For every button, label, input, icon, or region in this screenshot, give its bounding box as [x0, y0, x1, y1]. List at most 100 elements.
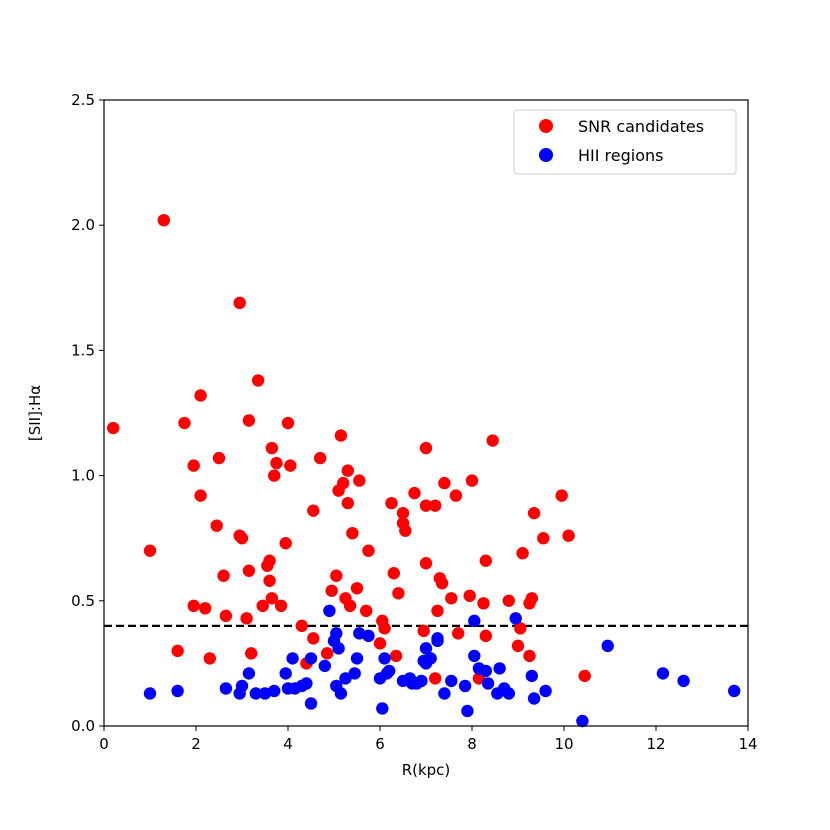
legend-label-snr: SNR candidates: [578, 117, 704, 136]
hii-region-point: [242, 667, 256, 680]
snr-candidate-point: [511, 639, 525, 653]
snr-candidate-point: [242, 564, 256, 577]
hii-region-point: [481, 677, 495, 690]
snr-candidate-point: [178, 416, 191, 430]
y-tick-label: 2.0: [71, 216, 95, 234]
data-points-layer: [107, 213, 741, 728]
snr-candidate-point: [235, 532, 249, 545]
snr-candidate-point: [295, 619, 308, 633]
hii-region-point: [339, 672, 352, 685]
legend-label-hii: HII regions: [578, 146, 664, 165]
snr-candidate-point: [279, 537, 292, 550]
snr-candidate-point: [514, 622, 527, 635]
snr-candidate-point: [385, 496, 398, 510]
snr-candidate-point: [256, 599, 269, 613]
x-tick-label: 0: [99, 735, 109, 753]
hii-region-point: [304, 697, 318, 710]
snr-candidate-point: [212, 451, 226, 465]
snr-candidate-point: [555, 489, 568, 502]
hii-region-point: [348, 667, 361, 680]
hii-region-point: [461, 704, 474, 718]
snr-candidate-point: [219, 609, 233, 623]
snr-candidate-point: [396, 506, 410, 520]
x-tick-label: 14: [738, 735, 757, 753]
hii-region-point: [171, 684, 184, 698]
snr-candidate-point: [479, 629, 492, 643]
x-tick-label: 10: [554, 735, 573, 753]
snr-candidate-point: [360, 604, 373, 618]
hii-region-point: [332, 642, 345, 655]
snr-candidate-point: [399, 524, 412, 537]
snr-candidate-point: [373, 637, 387, 650]
hii-region-point: [479, 664, 492, 678]
snr-candidate-point: [284, 459, 297, 472]
hii-region-point: [330, 627, 343, 640]
snr-candidate-point: [187, 599, 200, 613]
snr-candidate-point: [562, 529, 575, 542]
snr-candidate-point: [525, 592, 538, 605]
hii-region-point: [424, 652, 437, 665]
hii-region-point: [268, 684, 281, 698]
hii-region-point: [458, 679, 472, 693]
snr-candidate-point: [330, 569, 343, 582]
snr-candidate-point: [452, 627, 465, 640]
snr-candidate-point: [378, 622, 391, 635]
snr-candidate-point: [245, 647, 258, 660]
legend-marker-snr: [539, 119, 553, 133]
hii-region-point: [445, 674, 458, 688]
snr-candidate-point: [389, 649, 403, 663]
legend-box: [513, 109, 737, 175]
hii-region-point: [502, 687, 515, 700]
snr-candidate-point: [274, 599, 288, 613]
hii-region-point: [318, 659, 331, 673]
snr-candidate-point: [320, 647, 334, 660]
hii-region-point: [219, 682, 233, 695]
snr-candidate-point: [251, 374, 265, 387]
hii-region-point: [527, 692, 541, 705]
hii-region-point: [383, 664, 396, 678]
hii-region-point: [350, 652, 364, 665]
snr-candidate-point: [171, 644, 184, 658]
hii-region-point: [677, 674, 690, 688]
snr-candidate-point: [431, 604, 444, 618]
x-axis-label: R(kpc): [402, 761, 451, 779]
x-tick-label: 4: [283, 735, 293, 753]
snr-candidate-point: [341, 496, 354, 510]
snr-candidate-point: [477, 597, 490, 610]
snr-candidate-point: [435, 577, 449, 590]
hii-region-point: [279, 667, 292, 680]
hii-region-point: [415, 674, 428, 688]
snr-candidate-point: [157, 213, 170, 227]
snr-candidate-point: [325, 584, 338, 597]
snr-candidate-point: [314, 451, 327, 465]
snr-candidate-point: [392, 587, 405, 600]
x-tick-label: 8: [467, 735, 477, 753]
snr-candidate-point: [217, 569, 230, 582]
snr-candidate-point: [486, 434, 499, 447]
snr-candidate-point: [242, 414, 256, 427]
snr-candidate-point: [479, 554, 492, 567]
snr-candidate-point: [187, 459, 200, 472]
snr-candidate-point: [502, 594, 515, 607]
snr-candidate-point: [233, 296, 246, 310]
snr-candidate-point: [419, 441, 433, 455]
snr-candidate-point: [203, 652, 216, 665]
snr-candidate-point: [281, 416, 295, 430]
snr-candidate-point: [265, 592, 279, 605]
snr-candidate-point: [449, 489, 463, 502]
snr-candidate-point: [143, 544, 157, 557]
snr-candidate-point: [346, 526, 359, 540]
hii-region-point: [728, 684, 741, 698]
hii-region-point: [509, 612, 522, 625]
hii-region-point: [300, 677, 313, 690]
y-tick-label: 1.5: [71, 341, 95, 359]
snr-candidate-point: [343, 599, 357, 613]
snr-candidate-point: [194, 389, 207, 402]
snr-candidate-point: [337, 476, 350, 490]
snr-candidate-point: [265, 441, 279, 455]
snr-candidate-point: [465, 474, 479, 487]
snr-candidate-point: [353, 474, 366, 487]
snr-candidate-point: [341, 464, 354, 477]
snr-candidate-point: [307, 632, 320, 645]
snr-candidate-point: [334, 429, 348, 442]
